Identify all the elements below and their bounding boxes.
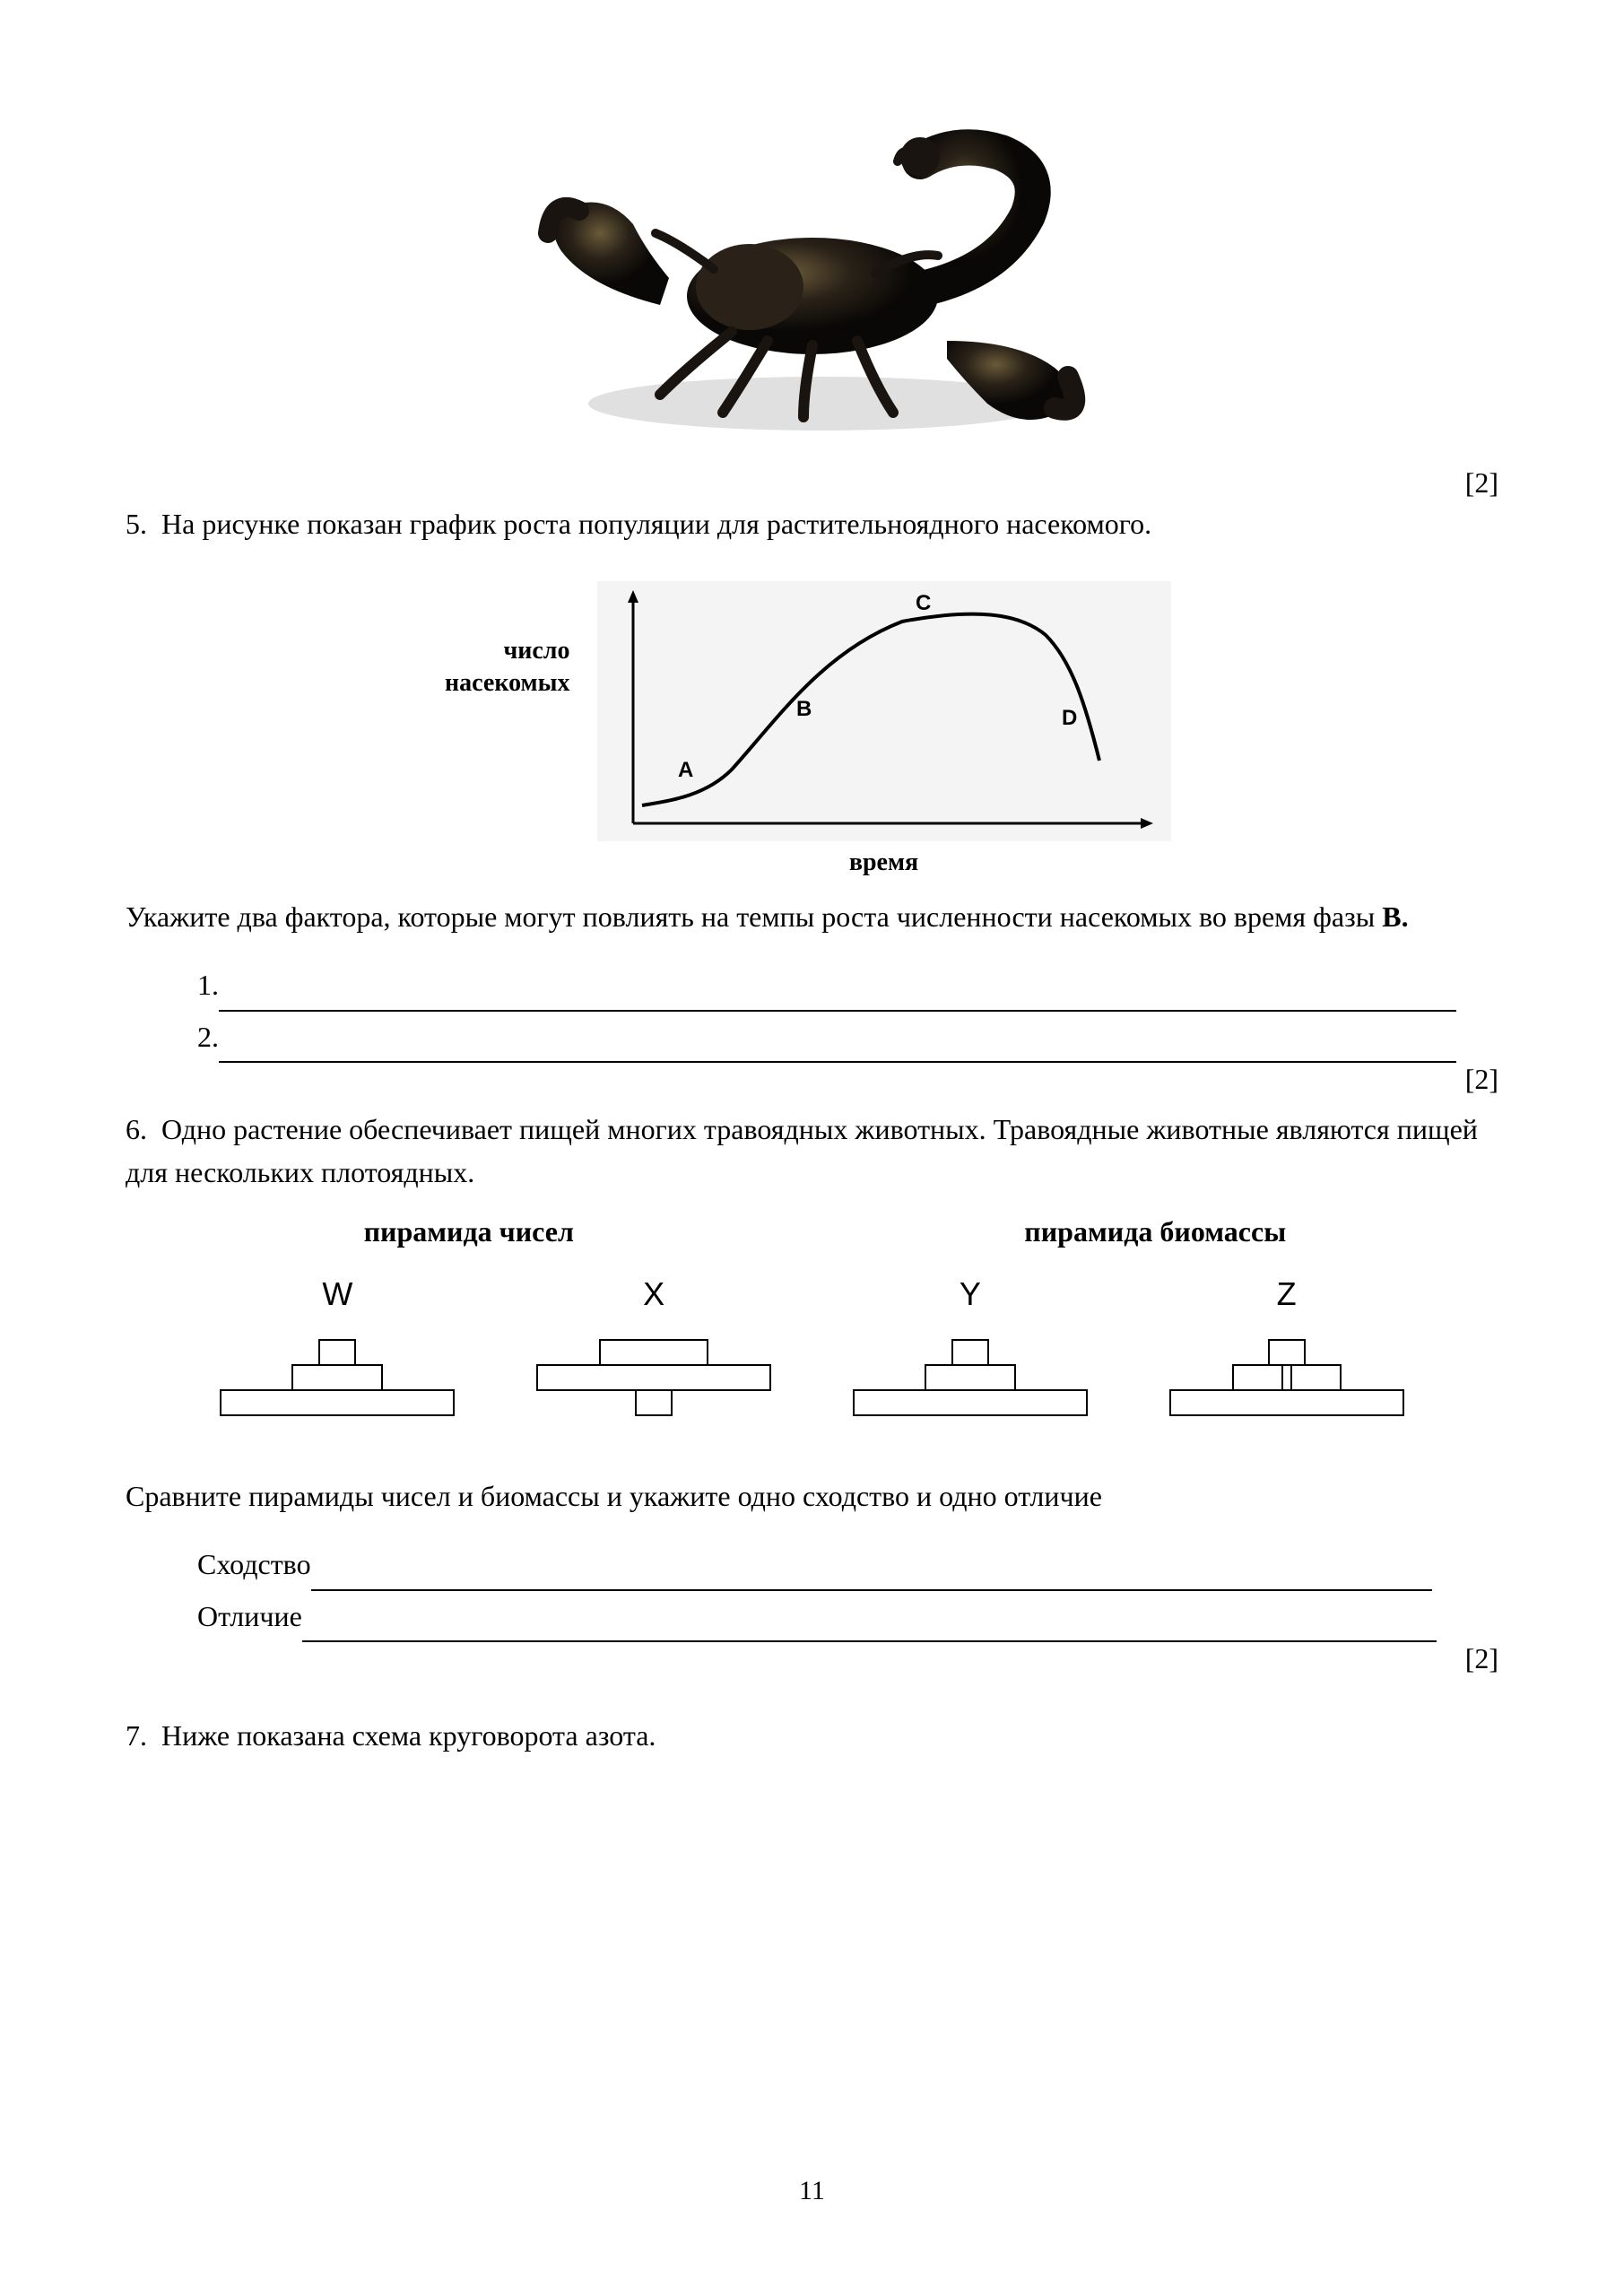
pyramid-Z: Z [1152, 1275, 1421, 1430]
chart-x-axis-label: время [597, 848, 1171, 877]
question-5-followup: Укажите два фактора, которые могут повли… [126, 895, 1498, 938]
q7-body: Ниже показана схема круговорота азота. [161, 1719, 656, 1752]
pyramid-title-biomass: пирамида биомассы [826, 1215, 1485, 1248]
chart-y-axis-label: число насекомых [409, 635, 570, 700]
page-number: 11 [0, 2176, 1624, 2206]
pyramid-diagrams: W X Y Z [179, 1275, 1445, 1430]
q6-number: 6. [126, 1113, 147, 1145]
pyramid-X: X [519, 1275, 788, 1430]
score-q5: [2] [1465, 1063, 1498, 1096]
score-q6: [2] [1465, 1642, 1498, 1675]
q5-number: 5. [126, 508, 147, 540]
q7-number: 7. [126, 1719, 147, 1752]
scorpion-image [499, 108, 1126, 448]
q5-answer-line-2[interactable]: 2. [197, 1012, 1498, 1064]
q6-difference-line[interactable]: Отличие [197, 1591, 1498, 1643]
score-q4: [2] [1465, 466, 1498, 500]
question-6-compare: Сравните пирамиды чисел и биомассы и ука… [126, 1474, 1498, 1518]
question-7-text: 7. Ниже показана схема круговорота азота… [126, 1714, 1498, 1757]
q6-body: Одно растение обеспечивает пищей многих … [126, 1113, 1478, 1188]
q5-body: На рисунке показан график роста популяци… [161, 508, 1151, 540]
q6-similarity-line[interactable]: Сходство [197, 1539, 1498, 1591]
question-5-text: 5. На рисунке показан график роста попул… [126, 502, 1498, 545]
pyramid-title-numbers: пирамида чисел [139, 1215, 798, 1248]
population-chart: число насекомых A B C D время [418, 581, 1207, 877]
svg-text:B: B [796, 697, 812, 721]
pyramid-group-titles: пирамида чисел пирамида биомассы [126, 1215, 1498, 1248]
pyramid-W: W [203, 1275, 472, 1430]
svg-text:D: D [1062, 706, 1077, 730]
q5-answer-line-1[interactable]: 1. [197, 960, 1498, 1012]
svg-text:A: A [678, 758, 693, 782]
pyramid-Y: Y [836, 1275, 1105, 1430]
svg-text:C: C [916, 591, 931, 615]
question-6-text: 6. Одно растение обеспечивает пищей мног… [126, 1108, 1498, 1194]
